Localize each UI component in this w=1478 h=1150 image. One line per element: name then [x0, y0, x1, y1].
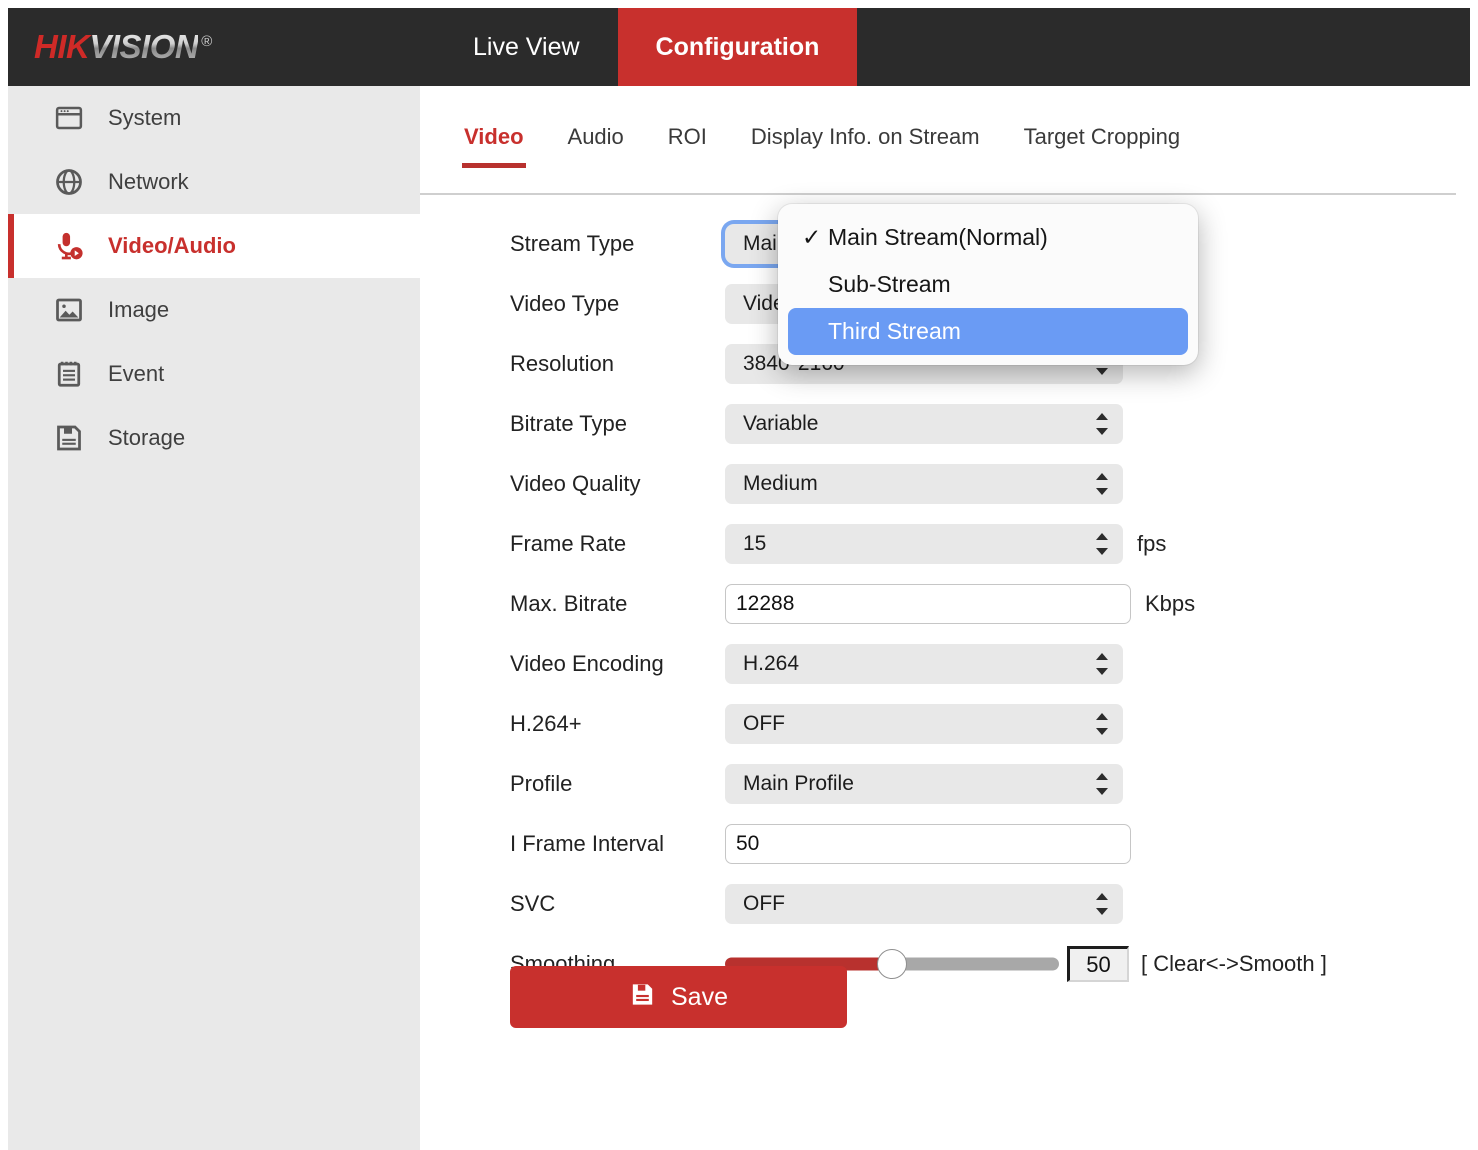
row-video-quality: Video Quality Medium — [420, 454, 1470, 514]
main-content: Video Audio ROI Display Info. on Stream … — [420, 86, 1470, 1150]
logo-text-vision: VISION — [89, 28, 199, 65]
row-max-bitrate: Max. Bitrate 12288 Kbps — [420, 574, 1470, 634]
row-video-encoding: Video Encoding H.264 — [420, 634, 1470, 694]
label-video-type: Video Type — [510, 291, 620, 316]
chevron-updown-icon — [1095, 893, 1109, 915]
microphone-play-icon — [52, 229, 86, 263]
select-video-encoding-value: H.264 — [743, 652, 800, 675]
tab-display-info-on-stream[interactable]: Display Info. on Stream — [750, 124, 980, 149]
label-max-bitrate: Max. Bitrate — [510, 591, 628, 616]
tab-video[interactable]: Video — [462, 116, 526, 168]
registered-trademark-icon: ® — [201, 33, 212, 50]
dropdown-option-third-stream-label: Third Stream — [828, 318, 961, 344]
stream-type-dropdown-menu: ✓ Main Stream(Normal) Sub-Stream Third S… — [778, 204, 1198, 365]
smoothing-range-hint: [ Clear<->Smooth ] — [1141, 951, 1327, 976]
label-h264-plus: H.264+ — [510, 711, 582, 736]
slider-thumb[interactable] — [877, 949, 907, 979]
row-frame-rate: Frame Rate 15 fps — [420, 514, 1470, 574]
row-h264-plus: H.264+ OFF — [420, 694, 1470, 754]
sidebar-label-event: Event — [108, 361, 165, 386]
sidebar-item-video-audio[interactable]: Video/Audio — [8, 214, 420, 278]
label-stream-type: Stream Type — [510, 231, 635, 256]
row-bitrate-type: Bitrate Type Variable — [420, 394, 1470, 454]
select-svc-value: OFF — [743, 892, 785, 915]
save-button-label: Save — [671, 982, 728, 1011]
dropdown-option-third-stream[interactable]: Third Stream — [788, 308, 1188, 355]
label-video-encoding: Video Encoding — [510, 651, 664, 676]
sidebar-item-storage[interactable]: Storage — [8, 406, 420, 470]
tab-roi[interactable]: ROI — [667, 124, 707, 149]
floppy-disk-icon — [52, 421, 86, 455]
select-profile-value: Main Profile — [743, 772, 854, 795]
picture-icon — [52, 293, 86, 327]
unit-max-bitrate: Kbps — [1145, 591, 1196, 616]
chevron-updown-icon — [1095, 653, 1109, 675]
tab-divider — [420, 193, 1456, 195]
select-bitrate-type[interactable]: Variable — [725, 404, 1123, 444]
top-navigation: Live View Configuration — [435, 8, 858, 86]
label-svc: SVC — [510, 891, 556, 916]
select-video-quality-value: Medium — [743, 472, 818, 495]
select-frame-rate[interactable]: 15 — [725, 524, 1123, 564]
sidebar-label-network: Network — [108, 169, 189, 194]
input-i-frame-interval[interactable]: 50 — [725, 824, 1131, 864]
sidebar-item-event[interactable]: Event — [8, 342, 420, 406]
select-h264-plus[interactable]: OFF — [725, 704, 1123, 744]
sidebar-item-image[interactable]: Image — [8, 278, 420, 342]
topnav-configuration[interactable]: Configuration — [617, 8, 858, 86]
checkmark-icon: ✓ — [802, 224, 822, 250]
floppy-disk-icon — [629, 981, 656, 1013]
input-smoothing-value[interactable]: 50 — [1067, 946, 1129, 982]
content-tab-bar: Video Audio ROI Display Info. on Stream … — [420, 116, 1470, 178]
select-svc[interactable]: OFF — [725, 884, 1123, 924]
chevron-updown-icon — [1095, 773, 1109, 795]
tab-audio[interactable]: Audio — [567, 124, 624, 149]
top-header-bar: HIKVISION ® Live View Configuration — [8, 8, 1470, 86]
tab-target-cropping[interactable]: Target Cropping — [1023, 124, 1181, 149]
label-video-quality: Video Quality — [510, 471, 641, 496]
label-resolution: Resolution — [510, 351, 614, 376]
chevron-updown-icon — [1095, 533, 1109, 555]
sidebar-label-storage: Storage — [108, 425, 186, 450]
row-svc: SVC OFF — [420, 874, 1470, 934]
label-i-frame-interval: I Frame Interval — [510, 831, 665, 856]
dropdown-option-sub-stream-label: Sub-Stream — [828, 271, 951, 297]
row-smoothing: Smoothing 50 [ Clear<->Smooth ] — [420, 934, 1470, 994]
select-frame-rate-value: 15 — [743, 532, 767, 555]
sidebar-item-network[interactable]: Network — [8, 150, 420, 214]
chevron-updown-icon — [1095, 713, 1109, 735]
dropdown-option-sub-stream[interactable]: Sub-Stream — [788, 261, 1188, 308]
chevron-updown-icon — [1095, 413, 1109, 435]
notepad-icon — [52, 357, 86, 391]
configuration-page: HIKVISION ® Live View Configuration Syste… — [8, 8, 1470, 1150]
unit-frame-rate: fps — [1137, 531, 1167, 556]
select-video-quality[interactable]: Medium — [725, 464, 1123, 504]
globe-icon — [52, 165, 86, 199]
hikvision-logo: HIKVISION ® — [34, 28, 212, 66]
sidebar-label-system: System — [108, 105, 182, 130]
topnav-live-view[interactable]: Live View — [473, 32, 580, 61]
dropdown-option-main-stream[interactable]: ✓ Main Stream(Normal) — [788, 214, 1188, 261]
row-profile: Profile Main Profile — [420, 754, 1470, 814]
logo-text-hik: HIK — [34, 28, 90, 65]
row-i-frame-interval: I Frame Interval 50 — [420, 814, 1470, 874]
select-profile[interactable]: Main Profile — [725, 764, 1123, 804]
chevron-updown-icon — [1095, 473, 1109, 495]
sidebar-label-video-audio: Video/Audio — [108, 233, 236, 258]
sidebar-item-system[interactable]: System — [8, 86, 420, 150]
select-video-encoding[interactable]: H.264 — [725, 644, 1123, 684]
save-button[interactable]: Save — [510, 966, 847, 1028]
input-max-bitrate[interactable]: 12288 — [725, 584, 1131, 624]
label-bitrate-type: Bitrate Type — [510, 411, 627, 436]
select-h264-plus-value: OFF — [743, 712, 785, 735]
sidebar-navigation: System Network Video/Audio — [8, 86, 420, 1150]
system-window-icon — [52, 101, 86, 135]
label-profile: Profile — [510, 771, 573, 796]
label-frame-rate: Frame Rate — [510, 531, 627, 556]
sidebar-label-image: Image — [108, 297, 170, 322]
dropdown-option-main-stream-label: Main Stream(Normal) — [828, 224, 1048, 250]
select-bitrate-type-value: Variable — [743, 412, 819, 435]
